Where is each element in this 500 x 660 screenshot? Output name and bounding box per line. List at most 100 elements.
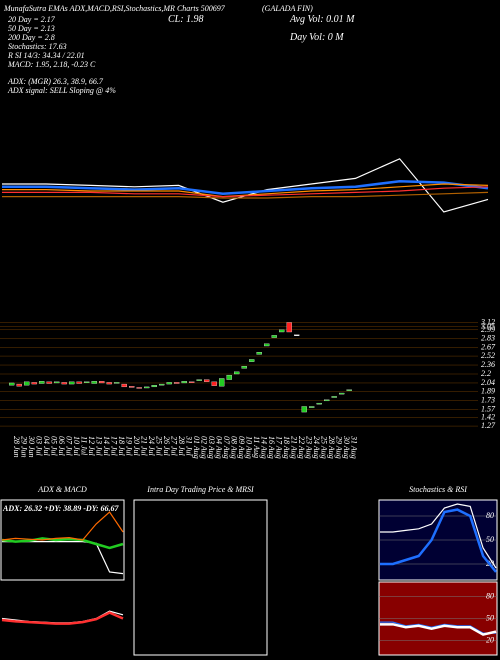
- panel-title: Stochastics & RSI: [409, 485, 467, 494]
- x-tick-label: 10 Jul: [72, 436, 81, 457]
- candle: [181, 381, 187, 384]
- candle: [346, 389, 352, 391]
- candle: [301, 406, 307, 413]
- candle: [166, 382, 172, 385]
- header-line: MACD: 1.95, 2.18, -0.23 C: [7, 60, 96, 69]
- x-tick-label: 24 Jul: [147, 436, 156, 457]
- candle: [241, 366, 247, 369]
- header-line: ADX signal: SELL Sloping @ 4%: [7, 86, 116, 95]
- x-tick-label: 03 Jul: [34, 436, 43, 457]
- x-tick-label: 08 Aug: [229, 436, 238, 459]
- x-tick-label: 21 Jul: [139, 436, 148, 457]
- candle: [331, 396, 337, 398]
- candle: [211, 381, 217, 386]
- series-line: [380, 508, 497, 573]
- candle: [309, 406, 315, 408]
- series-line: [380, 621, 496, 634]
- x-tick-label: 01 Aug: [192, 436, 201, 459]
- y-tick-label: 1.57: [481, 404, 496, 413]
- y-tick-label: 80: [486, 592, 494, 601]
- candle: [151, 385, 157, 388]
- x-tick-label: 18 Jul: [117, 436, 126, 457]
- y-tick-label: 1.27: [481, 421, 496, 430]
- y-tick-label: 2.36: [481, 360, 495, 369]
- series-line: [380, 623, 497, 636]
- candle: [234, 371, 240, 375]
- avg-vol: Avg Vol: 0.01 M: [289, 14, 355, 25]
- candle: [286, 322, 292, 333]
- candle: [76, 381, 82, 384]
- header-line: R SI 14/3: 34.34 / 22.01: [7, 51, 85, 60]
- y-tick-label: 80: [486, 511, 494, 520]
- close: CL: 1.98: [168, 14, 204, 25]
- y-tick-label: 2.99: [481, 325, 495, 334]
- candle: [84, 381, 90, 383]
- x-tick-label: 02 Aug: [199, 436, 208, 459]
- x-tick-label: 31 Aug: [349, 435, 358, 459]
- x-tick-label: 29 Jun: [19, 436, 28, 458]
- x-tick-label: 25 Aug: [319, 436, 328, 459]
- x-tick-label: 06 Jul: [57, 436, 66, 457]
- x-tick-label: 28 Jun: [12, 436, 21, 458]
- y-tick-label: 3.05: [480, 321, 495, 330]
- y-tick-label: 2.52: [481, 351, 495, 360]
- header-line: ADX: (MGR) 26.3, 38.9, 66.7: [7, 77, 104, 86]
- panel-title: Intra Day Trading Price & MRSI: [146, 485, 254, 494]
- candle: [61, 382, 67, 385]
- candle: [91, 381, 97, 384]
- candle: [249, 359, 255, 362]
- candle: [196, 379, 202, 381]
- candle: [99, 381, 105, 384]
- x-tick-label: 11 Aug: [252, 436, 261, 458]
- candle: [144, 386, 150, 389]
- candle: [279, 329, 285, 333]
- x-tick-label: 21 Aug: [289, 436, 298, 459]
- day-vol: Day Vol: 0 M: [289, 32, 344, 43]
- panel-title: ADX & MACD: [37, 485, 87, 494]
- panel-label: ADX: 26.32 +DY: 38.89 -DY: 66.67: [2, 504, 120, 513]
- candle: [189, 381, 195, 383]
- x-tick-label: 14 Aug: [259, 436, 268, 459]
- x-tick-label: 04 Jul: [42, 436, 51, 457]
- x-tick-label: 22 Aug: [297, 436, 306, 459]
- header-title: MunafaSutra EMAs ADX,MACD,RSI,Stochastic…: [3, 4, 226, 13]
- candle: [24, 381, 30, 386]
- candle: [121, 383, 127, 388]
- candle: [114, 382, 120, 384]
- y-tick-label: 1.42: [481, 413, 495, 422]
- candle: [9, 382, 15, 386]
- series-line: [2, 191, 489, 199]
- candle: [174, 382, 180, 384]
- x-tick-label: 24 Aug: [312, 436, 321, 459]
- y-tick-label: 1.89: [481, 386, 495, 395]
- x-tick-label: 27 Jul: [169, 436, 178, 457]
- x-tick-label: 04 Aug: [214, 436, 223, 459]
- x-tick-label: 13 Jul: [94, 436, 103, 457]
- series-line: [1, 537, 124, 550]
- x-tick-label: 07 Jul: [64, 436, 73, 457]
- candle: [316, 402, 322, 405]
- y-tick-label: 1.73: [481, 395, 495, 404]
- candle: [264, 343, 270, 347]
- series-line: [1, 611, 124, 625]
- series-line: [2, 183, 489, 198]
- company: (GALADA FIN): [262, 4, 313, 13]
- candle: [204, 379, 210, 382]
- x-tick-label: 05 Jul: [49, 436, 58, 457]
- candle: [271, 335, 277, 338]
- x-tick-label: 19 Jul: [124, 436, 133, 457]
- x-tick-label: 31 Jul: [184, 435, 193, 457]
- header-line: 200 Day = 2.8: [8, 33, 55, 42]
- y-tick-label: 3.12: [480, 317, 495, 326]
- candle: [16, 383, 22, 387]
- candle: [294, 334, 300, 336]
- x-tick-label: 09 Aug: [237, 436, 246, 459]
- candle: [69, 381, 75, 385]
- x-tick-label: 30 Jun: [27, 435, 36, 458]
- y-tick-label: 2.04: [481, 378, 495, 387]
- x-tick-label: 25 Jul: [154, 436, 163, 457]
- x-tick-label: 07 Aug: [222, 436, 231, 459]
- candle: [46, 381, 52, 384]
- x-tick-label: 29 Aug: [334, 436, 343, 459]
